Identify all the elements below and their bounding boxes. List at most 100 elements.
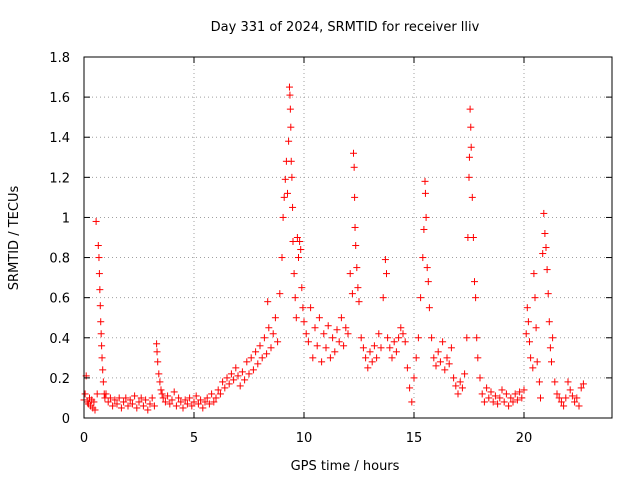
data-point — [414, 334, 422, 342]
data-point — [329, 334, 337, 342]
data-point — [420, 225, 428, 233]
data-point — [542, 244, 550, 252]
x-axis-label: GPS time / hours — [291, 459, 400, 474]
data-point — [322, 344, 330, 352]
data-point — [131, 392, 139, 400]
data-point — [548, 358, 555, 366]
data-point — [386, 344, 394, 352]
data-point — [287, 123, 295, 131]
data-point — [529, 364, 537, 372]
data-point — [452, 382, 460, 390]
data-point — [159, 394, 167, 402]
data-point — [245, 370, 253, 378]
data-point — [573, 394, 581, 402]
y-tick-label: 1 — [62, 211, 70, 226]
data-point — [205, 400, 213, 408]
data-point — [179, 404, 187, 412]
data-point — [157, 386, 165, 394]
data-point — [214, 386, 222, 394]
data-point — [150, 402, 158, 410]
data-point — [344, 330, 352, 338]
data-point — [348, 290, 356, 298]
data-point — [443, 354, 451, 362]
data-point — [111, 396, 119, 404]
data-point — [445, 360, 453, 368]
data-point — [91, 406, 99, 414]
data-point — [354, 284, 362, 292]
data-point — [263, 350, 271, 358]
y-tick-label: 0 — [62, 412, 70, 427]
data-point — [221, 384, 229, 392]
data-point — [98, 342, 106, 350]
data-point — [458, 384, 466, 392]
data-point — [267, 344, 275, 352]
y-tick-label: 1.8 — [49, 51, 70, 66]
data-point — [243, 358, 251, 366]
data-point — [274, 338, 282, 346]
data-point — [320, 330, 328, 338]
y-axis-label: SRMTID / TECUs — [7, 186, 22, 291]
data-point — [122, 394, 130, 402]
data-point — [577, 384, 585, 392]
data-point — [153, 348, 161, 356]
data-point — [467, 123, 475, 131]
data-point — [236, 382, 244, 390]
data-point — [353, 264, 361, 272]
data-point — [384, 334, 392, 342]
data-point — [424, 278, 432, 286]
data-point — [461, 370, 469, 378]
data-point — [395, 334, 403, 342]
data-point — [298, 284, 306, 292]
data-point — [210, 398, 218, 406]
data-point — [401, 338, 409, 346]
data-point — [93, 390, 101, 398]
data-point — [533, 358, 541, 366]
data-point — [281, 175, 289, 183]
data-point — [302, 330, 310, 338]
data-point — [133, 404, 141, 412]
data-point — [351, 223, 359, 231]
data-point — [425, 304, 433, 312]
data-point — [197, 396, 205, 404]
data-point — [516, 388, 524, 396]
data-point — [397, 324, 405, 332]
data-point — [230, 376, 238, 384]
data-point — [468, 193, 476, 201]
data-point — [96, 286, 104, 294]
data-point — [388, 354, 396, 362]
data-point — [549, 334, 557, 342]
data-point — [562, 394, 570, 402]
data-point — [507, 394, 515, 402]
data-point — [500, 398, 508, 406]
data-point — [450, 374, 458, 382]
x-tick-label: 10 — [296, 431, 313, 446]
data-point — [284, 189, 291, 197]
data-point — [352, 242, 360, 250]
data-point — [287, 157, 295, 165]
data-point — [175, 394, 183, 402]
data-point — [350, 149, 357, 157]
data-point — [203, 394, 211, 402]
y-tick-label: 1.4 — [49, 131, 70, 146]
data-point — [502, 390, 510, 398]
data-point — [333, 326, 341, 334]
data-point — [555, 394, 563, 402]
data-point — [417, 294, 425, 302]
data-point — [288, 173, 296, 181]
data-point — [120, 398, 128, 406]
data-point — [546, 344, 554, 352]
data-point — [208, 390, 216, 398]
y-tick-label: 0.2 — [49, 372, 70, 387]
data-point — [531, 294, 539, 302]
data-point — [156, 378, 164, 386]
data-point — [241, 376, 249, 384]
data-point — [403, 364, 411, 372]
data-point — [579, 380, 587, 388]
data-point — [219, 378, 227, 386]
data-point — [265, 324, 273, 332]
data-point — [154, 358, 162, 366]
data-point — [434, 348, 442, 356]
data-point — [168, 396, 176, 404]
data-point — [505, 402, 513, 410]
data-point — [137, 394, 145, 402]
